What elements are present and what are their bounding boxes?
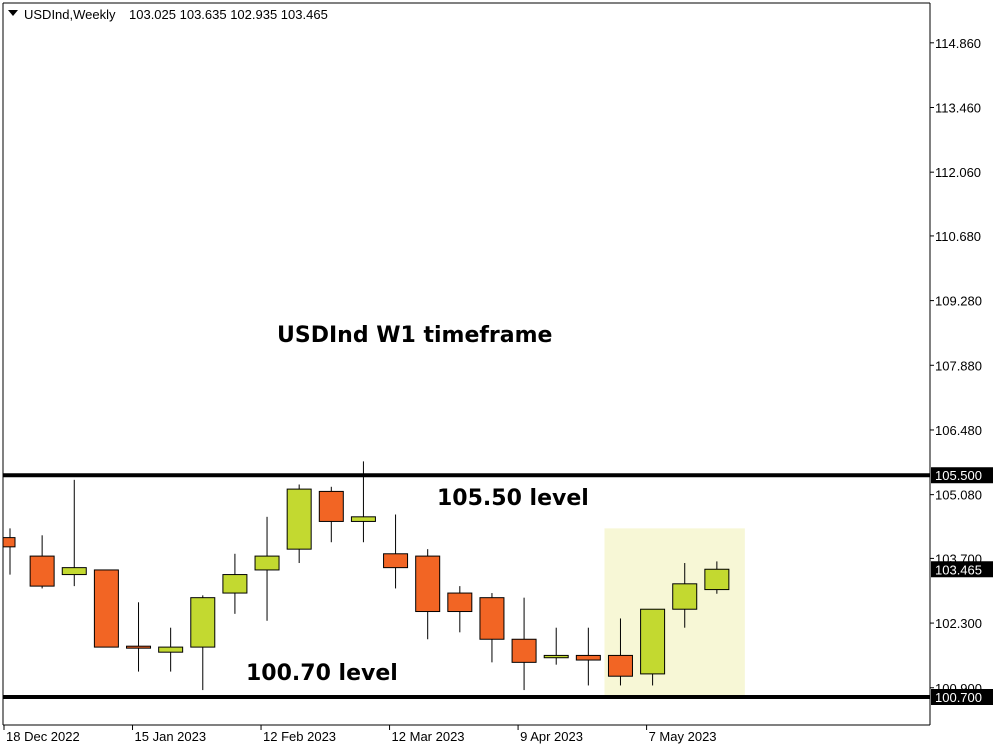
bear-candle [318,490,344,522]
bull-candle [61,567,87,576]
symbol-label: USDInd,Weekly [24,7,116,22]
bear-candle [607,654,633,677]
y-tick-label: 102.300 [935,616,982,631]
bull-candle [640,608,666,675]
y-tick-label: 105.080 [935,488,982,503]
x-tick-label: 12 Mar 2023 [392,729,465,744]
y-tick-label: 113.460 [935,100,981,115]
bull-candle [350,516,376,522]
x-tick-label: 12 Feb 2023 [263,729,336,744]
y-tick-label: 114.860 [935,36,981,51]
ohlc-values: 103.025 103.635 102.935 103.465 [129,7,328,22]
level-price-tag [931,689,993,705]
y-axis: 105.500100.700100.900102.300103.700105.0… [930,36,993,705]
x-tick-label: 7 May 2023 [649,729,717,744]
lower-level-annotation: 100.70 level [246,661,398,686]
bear-candle [93,569,119,648]
plot-background [3,3,930,725]
x-axis: 18 Dec 2022 15 Jan 2023 12 Feb 2023 12 Mar … [3,725,717,744]
bear-candle [415,555,441,613]
current-price-tag [931,561,993,578]
y-tick-label: 100.900 [935,681,982,696]
bull-candle [158,646,184,653]
y-tick-label: 107.880 [935,358,982,373]
y-tick-label: 106.480 [935,423,982,438]
y-tick-label: 109.280 [935,294,982,309]
bull-candle [254,555,280,571]
level-price-tag [931,467,993,484]
bull-candle [190,597,216,648]
bear-candle [29,555,55,587]
y-tick-label: 112.060 [935,165,981,180]
levels [3,473,930,699]
bear-candle [383,553,409,569]
bull-candle [222,574,248,594]
upper-level-annotation: 105.50 level [437,486,589,511]
chart-title: USDInd W1 timeframe [277,323,552,348]
bear-candle [447,592,473,613]
bear-candle [479,597,505,640]
y-tick-label: 110.680 [935,229,981,244]
x-tick-label: 18 Dec 2022 [6,729,80,744]
level-price-label: 100.700 [935,690,982,705]
bull-candle [286,488,312,550]
x-tick-label: 15 Jan 2023 [135,729,207,744]
bear-candle [575,654,601,661]
triangle-down-icon[interactable] [8,10,18,16]
candles [2,461,730,691]
bear-candle [126,645,152,649]
bull-candle [704,568,730,591]
bull-candle [543,654,569,659]
level-price-label: 105.500 [935,468,982,483]
bear-candle [511,638,537,663]
bear-candle [2,537,16,548]
x-tick-label: 9 Apr 2023 [520,729,583,744]
bull-candle [672,583,698,610]
current-price-label: 103.465 [935,562,982,577]
